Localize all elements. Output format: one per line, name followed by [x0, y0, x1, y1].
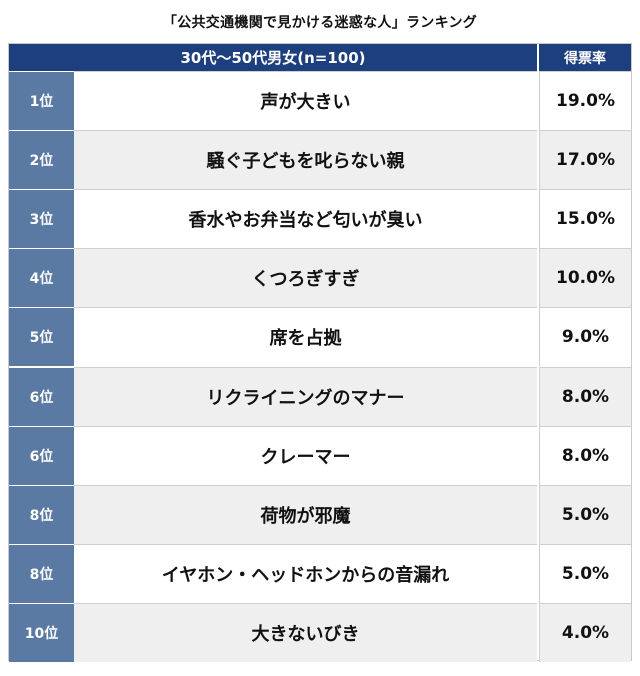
item-cell: 席を占拠 [74, 307, 537, 367]
rank-cell: 8位 [9, 543, 74, 603]
rate-cell: 17.0% [539, 130, 631, 190]
table-row: 10位 大きないびき 4.0% [9, 602, 631, 662]
rate-cell: 19.0% [539, 71, 631, 130]
rate-cell: 9.0% [539, 307, 631, 367]
rank-cell: 4位 [9, 248, 74, 308]
rank-cell: 5位 [9, 307, 74, 367]
rank-cell: 2位 [9, 130, 74, 190]
header-rate-label: 得票率 [539, 44, 631, 71]
rate-cell: 15.0% [539, 189, 631, 249]
item-cell: 騒ぐ子どもを叱らない親 [74, 130, 537, 190]
rank-cell: 10位 [9, 602, 74, 662]
item-cell: 大きないびき [74, 602, 537, 662]
rank-cell: 1位 [9, 71, 74, 130]
rank-cell: 3位 [9, 189, 74, 249]
table-row: 4位 くつろぎすぎ 10.0% [9, 248, 631, 308]
rank-cell: 6位 [9, 425, 74, 485]
table-row: 8位 イヤホン・ヘッドホンからの音漏れ 5.0% [9, 543, 631, 603]
item-cell: 声が大きい [74, 71, 537, 130]
item-cell: 香水やお弁当など匂いが臭い [74, 189, 537, 249]
rate-cell: 10.0% [539, 248, 631, 308]
ranking-table: 30代〜50代男女(n=100) 得票率 1位 声が大きい 19.0% 2位 騒ぐ子ども… [8, 43, 632, 662]
rate-cell: 5.0% [539, 543, 631, 603]
item-cell: くつろぎすぎ [74, 248, 537, 308]
table-row: 5位 席を占拠 9.0% [9, 307, 631, 367]
rate-cell: 8.0% [539, 366, 631, 426]
item-cell: イヤホン・ヘッドホンからの音漏れ [74, 543, 537, 603]
rank-cell: 8位 [9, 484, 74, 544]
rank-cell: 6位 [9, 366, 74, 426]
table-row: 1位 声が大きい 19.0% [9, 71, 631, 130]
table-row: 2位 騒ぐ子どもを叱らない親 17.0% [9, 130, 631, 190]
rate-cell: 8.0% [539, 425, 631, 485]
table-header: 30代〜50代男女(n=100) 得票率 [9, 44, 631, 71]
header-group-label: 30代〜50代男女(n=100) [9, 44, 537, 71]
rate-cell: 5.0% [539, 484, 631, 544]
table-row: 3位 香水やお弁当など匂いが臭い 15.0% [9, 189, 631, 249]
item-cell: リクライニングのマナー [74, 366, 537, 426]
table-row: 8位 荷物が邪魔 5.0% [9, 484, 631, 544]
item-cell: クレーマー [74, 425, 537, 485]
table-row: 6位 クレーマー 8.0% [9, 425, 631, 485]
rate-cell: 4.0% [539, 602, 631, 662]
chart-title: 「公共交通機関で見かける迷惑な人」ランキング [162, 15, 478, 31]
item-cell: 荷物が邪魔 [74, 484, 537, 544]
table-row: 6位 リクライニングのマナー 8.0% [9, 366, 631, 426]
